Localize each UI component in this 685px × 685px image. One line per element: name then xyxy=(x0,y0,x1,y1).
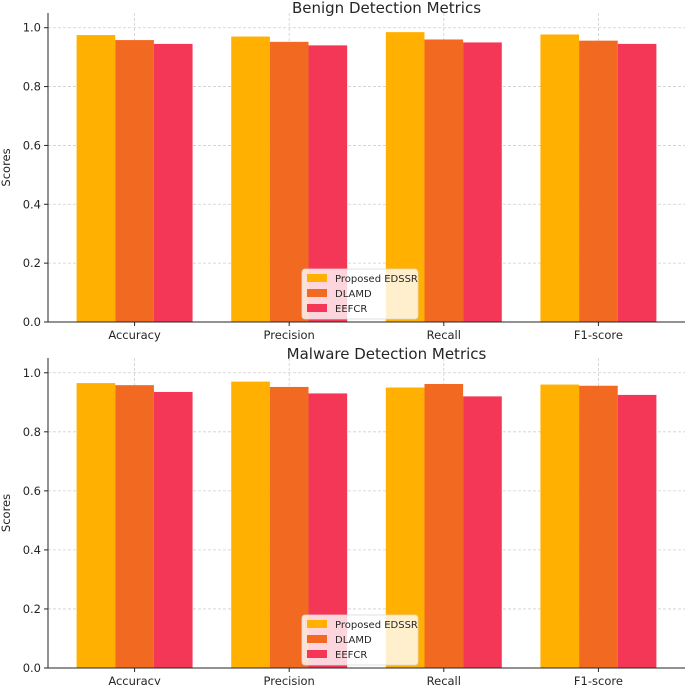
y-tick-label: 0.8 xyxy=(23,80,41,94)
legend-frame xyxy=(301,614,419,666)
bar-proposed-edssr-f1-score xyxy=(540,384,580,668)
legend-swatch xyxy=(307,650,327,658)
x-tick-label: Precision xyxy=(264,674,315,685)
legend-swatch xyxy=(307,304,327,312)
chart-panel-2: Malware Detection Metrics 0.0 0.2 0.4 0.6 0.8… xyxy=(0,345,685,685)
x-tick-label: F1-score xyxy=(574,328,623,342)
legend-entry: EEFCR xyxy=(335,304,367,315)
bar-proposed-edssr-accuracy xyxy=(76,35,116,322)
legend-entry: EEFCR xyxy=(335,650,367,661)
legend: Proposed EDSSR DLAMD EEFCR xyxy=(301,268,419,320)
y-tick-label: 0.0 xyxy=(23,315,41,329)
bar-eefcr-recall xyxy=(463,42,502,323)
x-tick-label: Accuracy xyxy=(108,674,161,685)
legend-swatch xyxy=(307,635,327,643)
legend-entry: DLAMD xyxy=(335,635,372,646)
bar-dlamd-accuracy xyxy=(115,40,154,323)
legend-frame xyxy=(301,268,419,320)
bar-eefcr-f1-score xyxy=(617,394,657,668)
y-tick-label: 0.8 xyxy=(23,425,41,439)
bar-dlamd-f1-score xyxy=(579,385,618,668)
bar-eefcr-f1-score xyxy=(617,43,657,323)
chart-title: Benign Detection Metrics xyxy=(292,0,481,17)
y-tick-label: 0.6 xyxy=(23,484,41,498)
y-tick-label: 0.4 xyxy=(23,197,41,211)
x-tick-label: Precision xyxy=(264,328,315,342)
bar-proposed-edssr-accuracy xyxy=(76,383,116,668)
x-tick-label: Recall xyxy=(427,674,461,685)
chart-title: Malware Detection Metrics xyxy=(287,345,487,363)
bar-dlamd-recall xyxy=(424,383,464,668)
legend-swatch xyxy=(307,289,327,297)
y-tick-label: 0.4 xyxy=(23,543,41,557)
bar-proposed-edssr-f1-score xyxy=(540,34,580,323)
y-tick-label: 1.0 xyxy=(23,21,41,35)
y-tick-label: 1.0 xyxy=(23,366,41,380)
legend-swatch xyxy=(307,620,327,628)
bar-dlamd-recall xyxy=(424,39,464,322)
legend-entry: Proposed EDSSR xyxy=(335,620,418,631)
legend-swatch xyxy=(307,274,327,282)
y-axis-label: Scores xyxy=(0,148,13,186)
bar-eefcr-recall xyxy=(463,396,502,668)
x-tick-label: Accuracy xyxy=(108,328,161,342)
bar-dlamd-accuracy xyxy=(115,385,154,668)
x-tick-label: Recall xyxy=(427,328,461,342)
y-tick-label: 0.2 xyxy=(23,602,41,616)
legend: Proposed EDSSR DLAMD EEFCR xyxy=(301,614,419,666)
bar-proposed-edssr-precision xyxy=(231,381,270,668)
legend-entry: Proposed EDSSR xyxy=(335,274,418,285)
bar-eefcr-accuracy xyxy=(153,43,193,323)
y-axis-label: Scores xyxy=(0,494,13,532)
bar-eefcr-accuracy xyxy=(153,391,193,668)
y-tick-label: 0.2 xyxy=(23,256,41,270)
legend-entry: DLAMD xyxy=(335,289,372,300)
bar-dlamd-f1-score xyxy=(579,40,618,323)
y-tick-label: 0.0 xyxy=(23,661,41,675)
chart-panel-1: Benign Detection Metrics 0.0 0.2 0.4 0.6 0.8 1… xyxy=(0,0,685,342)
x-tick-label: F1-score xyxy=(574,674,623,685)
bar-proposed-edssr-precision xyxy=(231,36,270,323)
y-tick-label: 0.6 xyxy=(23,138,41,152)
